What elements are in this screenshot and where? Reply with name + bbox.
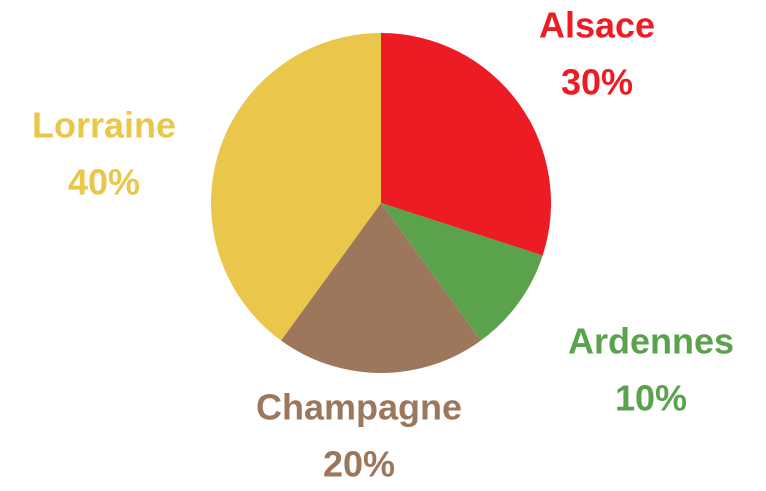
pie-slice xyxy=(281,203,481,374)
pie-slice xyxy=(210,32,381,341)
slice-label: Champagne xyxy=(256,387,462,428)
slice-label: Ardennes xyxy=(568,321,734,362)
pie-slice xyxy=(381,33,551,256)
slice-label: Alsace xyxy=(539,5,655,46)
slice-value-label: 40% xyxy=(68,162,140,203)
slice-value-label: 20% xyxy=(323,444,395,485)
slice-value-label: 10% xyxy=(615,378,687,419)
slice-value-label: 30% xyxy=(561,62,633,103)
slice-label: Lorraine xyxy=(32,105,176,146)
pie-slice xyxy=(381,203,543,341)
